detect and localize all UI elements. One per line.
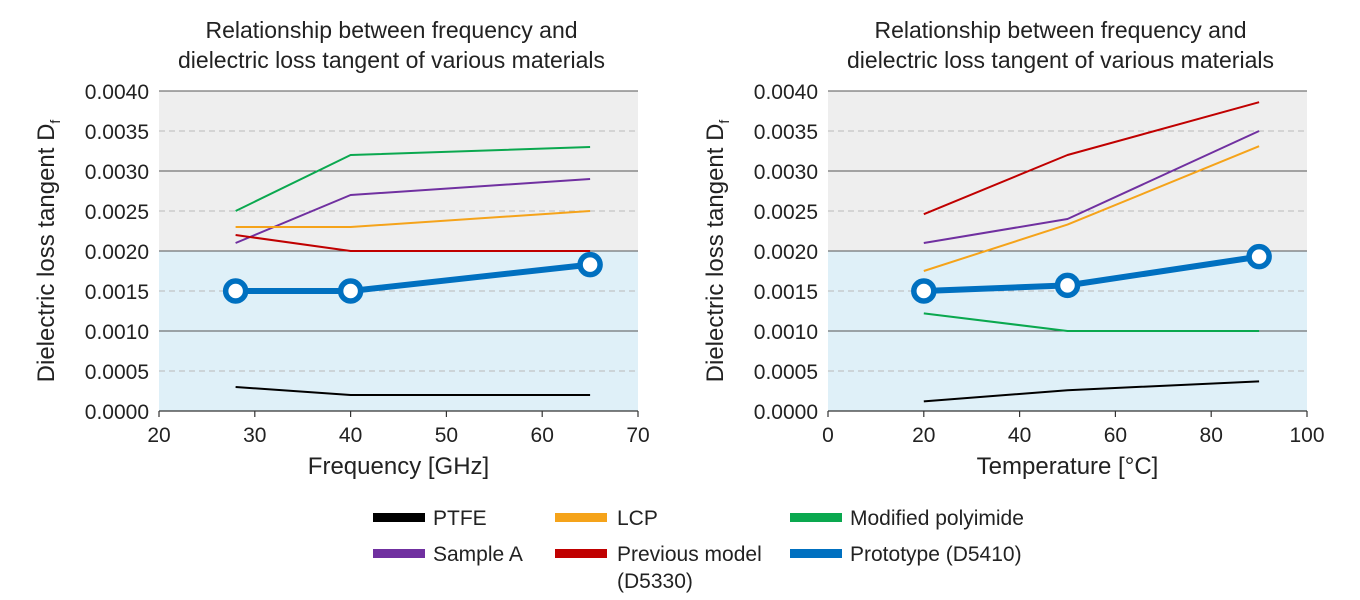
legend-swatch-ptfe (373, 513, 425, 522)
legend-label-modified-polyimide: Modified polyimide (850, 507, 1024, 530)
y-tick-label: 0.0020 (754, 241, 818, 264)
y-axis-label-main: Dielectric loss tangent D (33, 124, 60, 383)
series-modified-polyimide (235, 146, 591, 212)
legend-item-sample-a: Sample A (373, 543, 523, 566)
x-tick-label: 80 (1200, 424, 1223, 447)
x-tick-label: 0 (822, 424, 834, 447)
x-axis-label: Frequency [GHz] (308, 453, 489, 480)
series-line-lcp (235, 210, 591, 228)
series-ptfe (235, 386, 591, 396)
data-point-prototype-d5410 (1054, 272, 1081, 299)
chart-title-line-2: dielectric loss tangent of various mater… (178, 47, 605, 73)
y-tick-label: 0.0035 (85, 121, 149, 144)
y-tick-label: 0.0010 (85, 321, 149, 344)
y-tick-label: 0.0040 (85, 81, 149, 104)
legend-swatch-previous-model (555, 549, 607, 558)
series-lcp (235, 210, 591, 228)
y-tick-label: 0.0010 (754, 321, 818, 344)
x-tick-label: 50 (435, 424, 458, 447)
data-point-prototype-d5410 (222, 278, 249, 304)
series-previous-model-d5330 (923, 101, 1260, 216)
y-tick-label: 0.0040 (754, 81, 818, 104)
x-tick-label: 70 (626, 424, 649, 447)
data-point-prototype-d5410 (337, 278, 364, 304)
legend-swatch-prototype (790, 549, 842, 558)
series-previous-model-d5330 (235, 234, 591, 252)
y-tick-label: 0.0030 (754, 161, 818, 184)
series-line-modified-polyimide (235, 146, 591, 212)
chart-title-line-1: Relationship between frequency and (205, 17, 577, 43)
x-tick-label: 60 (1104, 424, 1127, 447)
data-point-prototype-d5410 (577, 251, 603, 278)
y-axis-label: Dielectric loss tangent Df (702, 120, 732, 383)
legend-swatch-modified-polyimide (790, 513, 842, 522)
data-point-prototype-d5410 (911, 278, 937, 304)
series-line-modified-polyimide (923, 312, 1260, 332)
chart-title-line-2: dielectric loss tangent of various mater… (847, 47, 1274, 73)
y-axis-label-main: Dielectric loss tangent D (702, 124, 729, 383)
chart-temperature: 0.0000 0.0005 0.0010 0.0015 0.0020 0.0025 0.00… (702, 17, 1325, 480)
x-tick-label: 40 (339, 424, 362, 447)
y-tick-label: 0.0025 (85, 201, 149, 224)
y-tick-label: 0.0015 (85, 281, 149, 304)
x-tick-label: 30 (243, 424, 266, 447)
y-tick-label: 0.0005 (85, 361, 149, 384)
series-line-previous-model-d5330 (235, 234, 591, 252)
x-tick-label: 100 (1289, 424, 1324, 447)
chart-frequency: 0.0000 0.0005 0.0010 0.0015 0.0020 0.0025 0.00… (33, 17, 650, 480)
chart-title-line-1: Relationship between frequency and (874, 17, 1246, 43)
data-point-prototype-d5410 (1246, 243, 1272, 270)
y-tick-label: 0.0020 (85, 241, 149, 264)
legend-swatch-sample-a (373, 549, 425, 558)
y-tick-label: 0.0000 (754, 401, 818, 424)
legend-item-modified-polyimide: Modified polyimide (790, 507, 1024, 530)
legend-swatch-lcp (555, 513, 607, 522)
series-line-lcp (923, 145, 1260, 272)
legend-label-lcp: LCP (617, 507, 658, 530)
y-tick-label: 0.0005 (754, 361, 818, 384)
legend-label-previous-model-code: (D5330) (617, 570, 693, 593)
legend-item-previous-model: Previous model (D5330) (555, 543, 762, 593)
y-axis-label-subscript: f (47, 120, 63, 124)
series-prototype-d5410 (222, 251, 603, 304)
legend-label-sample-a: Sample A (433, 543, 523, 566)
legend: PTFE LCP Modified polyimide Sample A Pre… (373, 507, 1024, 593)
y-axis-label: Dielectric loss tangent Df (33, 120, 63, 383)
series-lcp (923, 145, 1260, 272)
series-ptfe (923, 380, 1260, 403)
y-tick-label: 0.0030 (85, 161, 149, 184)
y-tick-label: 0.0000 (85, 401, 149, 424)
legend-item-ptfe: PTFE (373, 507, 487, 530)
series-modified-polyimide (923, 312, 1260, 332)
x-tick-label: 20 (147, 424, 170, 447)
series-line-ptfe (923, 380, 1260, 403)
series-line-previous-model-d5330 (923, 101, 1260, 216)
y-tick-label: 0.0015 (754, 281, 818, 304)
x-tick-label: 60 (531, 424, 554, 447)
legend-label-prototype: Prototype (D5410) (850, 543, 1022, 566)
y-tick-label: 0.0025 (754, 201, 818, 224)
legend-label-ptfe: PTFE (433, 507, 487, 530)
series-line-ptfe (235, 386, 591, 396)
series-prototype-d5410 (911, 243, 1272, 304)
x-axis-label: Temperature [°C] (977, 453, 1159, 480)
x-tick-label: 40 (1008, 424, 1031, 447)
legend-item-prototype: Prototype (D5410) (790, 543, 1022, 566)
legend-label-previous-model: Previous model (617, 543, 762, 566)
series-line-sample-a (923, 130, 1260, 244)
series-sample-a (923, 130, 1260, 244)
y-tick-label: 0.0035 (754, 121, 818, 144)
x-tick-label: 20 (912, 424, 935, 447)
legend-item-lcp: LCP (555, 507, 658, 530)
y-axis-label-subscript: f (716, 120, 732, 124)
